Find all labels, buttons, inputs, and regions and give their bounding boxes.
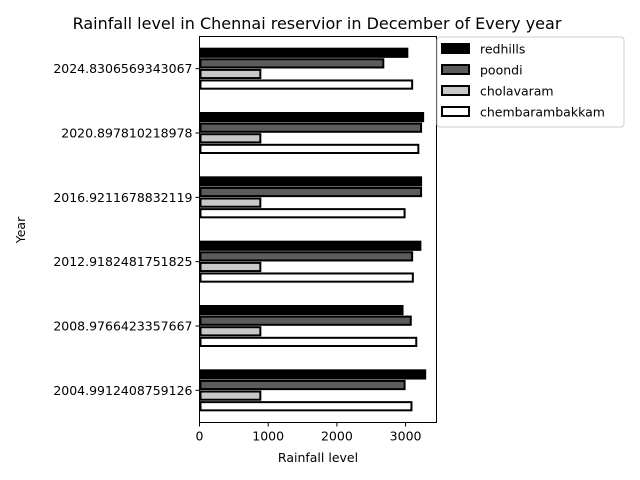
y-tick-label-3: 2016.9211678832119 <box>53 190 192 205</box>
legend: redhills poondi cholavaram chembarambakkam <box>437 37 624 127</box>
bar-redhills-4 <box>201 113 424 121</box>
bar-poondi-0 <box>201 381 405 389</box>
legend-label-poondi: poondi <box>480 63 523 78</box>
bar-poondi-2 <box>201 252 413 260</box>
x-axis-label: Rainfall level <box>278 450 358 465</box>
legend-swatch-cholavaram <box>442 86 469 95</box>
bar-poondi-3 <box>201 188 422 196</box>
x-tick-label-1: 1000 <box>252 429 284 444</box>
legend-label-redhills: redhills <box>480 42 525 57</box>
bar-poondi-4 <box>201 124 422 132</box>
legend-label-cholavaram: cholavaram <box>480 84 554 99</box>
bar-redhills-1 <box>201 306 403 314</box>
bar-redhills-0 <box>201 370 426 378</box>
bar-chembarambakkam-0 <box>201 402 412 410</box>
bar-poondi-5 <box>201 59 384 67</box>
y-tick-label-2: 2012.9182481751825 <box>53 254 192 269</box>
plot-frame <box>200 37 437 423</box>
y-tick-label-1: 2008.9766423357667 <box>53 319 192 334</box>
y-tick-label-4: 2020.897810218978 <box>61 126 192 141</box>
bar-redhills-5 <box>201 49 408 57</box>
bar-redhills-2 <box>201 242 421 250</box>
bar-chembarambakkam-4 <box>201 145 419 153</box>
bar-chembarambakkam-5 <box>201 80 413 88</box>
legend-swatch-chembarambakkam <box>442 107 469 116</box>
bar-cholavaram-3 <box>201 199 261 207</box>
bar-cholavaram-4 <box>201 134 261 142</box>
x-tick-label-0: 0 <box>196 429 204 444</box>
legend-label-chembarambakkam: chembarambakkam <box>480 105 605 120</box>
y-tick-label-0: 2004.9912408759126 <box>53 383 192 398</box>
bar-poondi-1 <box>201 317 411 325</box>
y-ticks-group: 2004.9912408759126 2008.9766423357667 2012… <box>53 61 199 398</box>
chart-title: Rainfall level in Chennai reservior in D… <box>73 14 562 33</box>
bar-chembarambakkam-1 <box>201 338 417 346</box>
y-axis-label: Year <box>13 216 28 244</box>
legend-swatch-poondi <box>442 65 469 74</box>
bars-group <box>201 49 426 411</box>
bar-cholavaram-0 <box>201 392 261 400</box>
y-tick-label-5: 2024.8306569343067 <box>53 61 192 76</box>
bar-cholavaram-5 <box>201 70 261 78</box>
x-ticks-group: 0 1000 2000 3000 <box>196 423 422 444</box>
x-tick-label-2: 2000 <box>321 429 353 444</box>
bar-cholavaram-2 <box>201 263 261 271</box>
legend-swatch-redhills <box>442 44 469 53</box>
bar-cholavaram-1 <box>201 327 261 335</box>
x-tick-label-3: 3000 <box>390 429 422 444</box>
bar-chembarambakkam-2 <box>201 273 413 281</box>
bar-redhills-3 <box>201 177 422 185</box>
bar-chembarambakkam-3 <box>201 209 405 217</box>
